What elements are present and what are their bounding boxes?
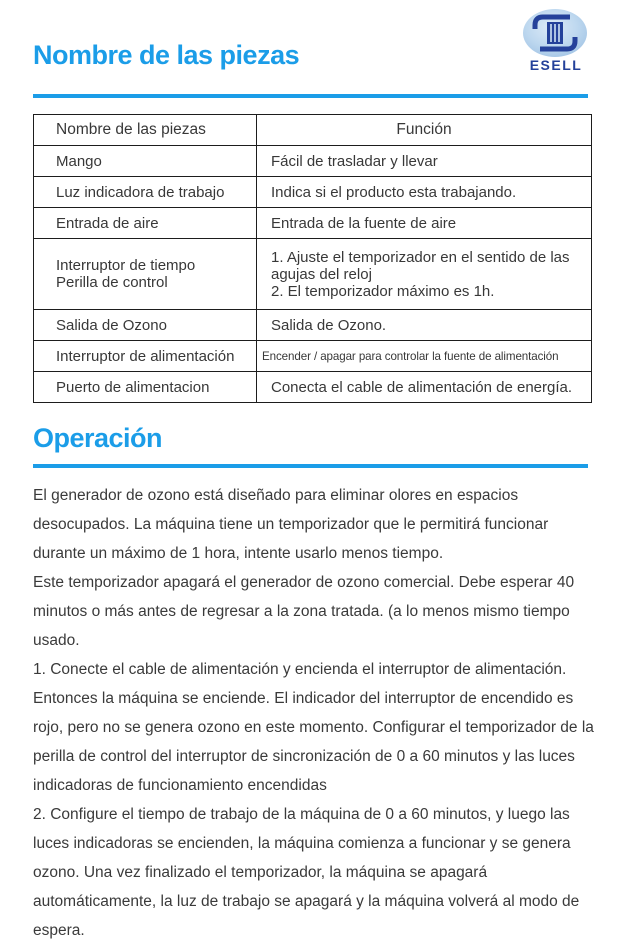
part-name-cell: Entrada de aire xyxy=(33,207,257,239)
function-cell: Entrada de la fuente de aire xyxy=(256,207,592,239)
parts-title-underline xyxy=(33,94,588,98)
part-name-cell: Puerto de alimentacion xyxy=(33,371,257,403)
function-cell: Conecta el cable de alimentación de ener… xyxy=(256,371,592,403)
table-row: Luz indicadora de trabajo Indica si el p… xyxy=(33,176,592,208)
part-name-cell: Interruptor de tiempo Perilla de control xyxy=(33,238,257,310)
function-cell: Fácil de trasladar y llevar xyxy=(256,145,592,177)
part-name-cell: Salida de Ozono xyxy=(33,309,257,341)
table-header-row: Nombre de las piezas Función xyxy=(33,114,592,146)
column-header-name: Nombre de las piezas xyxy=(33,114,257,146)
part-name-cell: Luz indicadora de trabajo xyxy=(33,176,257,208)
table-row: Puerto de alimentacion Conecta el cable … xyxy=(33,371,592,403)
column-header-function: Función xyxy=(256,114,592,146)
function-cell: Indica si el producto esta trabajando. xyxy=(256,176,592,208)
function-cell: Encender / apagar para controlar la fuen… xyxy=(256,340,592,372)
part-name-cell: Mango xyxy=(33,145,257,177)
function-cell: 1. Ajuste el temporizador en el sentido … xyxy=(256,238,592,310)
parts-table: Nombre de las piezas Función Mango Fácil… xyxy=(33,114,592,403)
operation-paragraph: El generador de ozono está diseñado para… xyxy=(33,487,549,562)
table-row: Salida de Ozono Salida de Ozono. xyxy=(33,309,592,341)
operation-paragraph: Este temporizador apagará el generador d… xyxy=(33,574,575,649)
operation-paragraph: Entonces la máquina se enciende. El indi… xyxy=(33,690,594,794)
esell-logo: ESELL xyxy=(521,6,591,74)
table-row: Entrada de aire Entrada de la fuente de … xyxy=(33,207,592,239)
esell-logo-icon: ESELL xyxy=(523,9,587,73)
operation-instructions: El generador de ozono está diseñado para… xyxy=(33,481,600,945)
operation-title-underline xyxy=(33,464,588,468)
operation-paragraph: 2. Configure el tiempo de trabajo de la … xyxy=(33,806,580,939)
page-header: Nombre de las piezas ESELL xyxy=(33,9,591,82)
esell-logo-text: ESELL xyxy=(530,57,583,73)
table-row: Interruptor de alimentación Encender / a… xyxy=(33,340,592,372)
operation-section-title: Operación xyxy=(33,423,163,453)
part-name-cell: Interruptor de alimentación xyxy=(33,340,257,372)
function-cell: Salida de Ozono. xyxy=(256,309,592,341)
parts-section-title: Nombre de las piezas xyxy=(33,40,300,70)
table-row: Mango Fácil de trasladar y llevar xyxy=(33,145,592,177)
table-row: Interruptor de tiempo Perilla de control… xyxy=(33,238,592,310)
operation-paragraph: 1. Conecte el cable de alimentación y en… xyxy=(33,661,567,678)
